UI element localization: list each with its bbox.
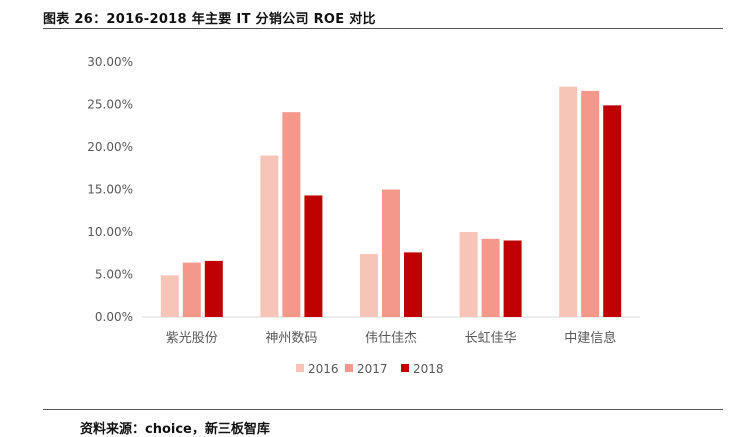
bar-2017 xyxy=(182,262,201,317)
bar-2017 xyxy=(282,112,301,318)
source-divider xyxy=(43,409,723,410)
bar-2016 xyxy=(160,275,179,317)
bar-2016 xyxy=(260,155,279,317)
bar-2016 xyxy=(459,232,478,317)
legend: 2016 2017 2018 xyxy=(296,362,444,376)
x-category-label: 伟仕佳杰 xyxy=(365,331,417,346)
y-tick-label: 15.00% xyxy=(87,183,133,197)
source-note: 资料来源：choice，新三板智库 xyxy=(80,422,270,437)
bar-group xyxy=(160,86,622,318)
figure-title: 图表 26：2016-2018 年主要 IT 分销公司 ROE 对比 xyxy=(43,12,376,27)
y-tick-label: 25.00% xyxy=(87,98,133,112)
y-axis: 0.00% 5.00% 10.00% 15.00% 20.00% 25.00% 30.00% xyxy=(87,55,133,324)
legend-swatch-2017 xyxy=(345,364,353,372)
y-tick-label: 20.00% xyxy=(87,140,133,154)
y-tick-label: 0.00% xyxy=(95,310,133,324)
legend-swatch-2018 xyxy=(401,364,409,372)
bar-2017 xyxy=(581,90,600,318)
bar-2018 xyxy=(204,260,223,317)
title-divider xyxy=(43,28,723,29)
legend-label-2016: 2016 xyxy=(308,362,339,376)
bar-2017 xyxy=(382,189,400,317)
bar-2018 xyxy=(404,252,422,317)
bar-2017 xyxy=(481,238,500,317)
x-category-label: 中建信息 xyxy=(564,330,616,346)
bar-2016 xyxy=(559,86,578,318)
y-tick-label: 10.00% xyxy=(87,225,133,239)
x-axis-labels: 紫光股份 神州数码 伟仕佳杰 长虹佳华 中建信息 xyxy=(166,330,616,346)
y-tick-label: 30.00% xyxy=(87,55,133,69)
x-category-label: 神州数码 xyxy=(265,331,317,346)
y-tick-label: 5.00% xyxy=(95,268,133,282)
x-category-label: 紫光股份 xyxy=(166,331,218,346)
x-category-label: 长虹佳华 xyxy=(465,331,517,346)
legend-label-2018: 2018 xyxy=(413,362,444,376)
legend-swatch-2016 xyxy=(296,364,304,372)
bar-2018 xyxy=(603,105,622,317)
bar-2018 xyxy=(503,240,522,317)
bar-2016 xyxy=(360,254,378,317)
legend-label-2017: 2017 xyxy=(357,362,388,376)
bar-2018 xyxy=(304,195,323,317)
